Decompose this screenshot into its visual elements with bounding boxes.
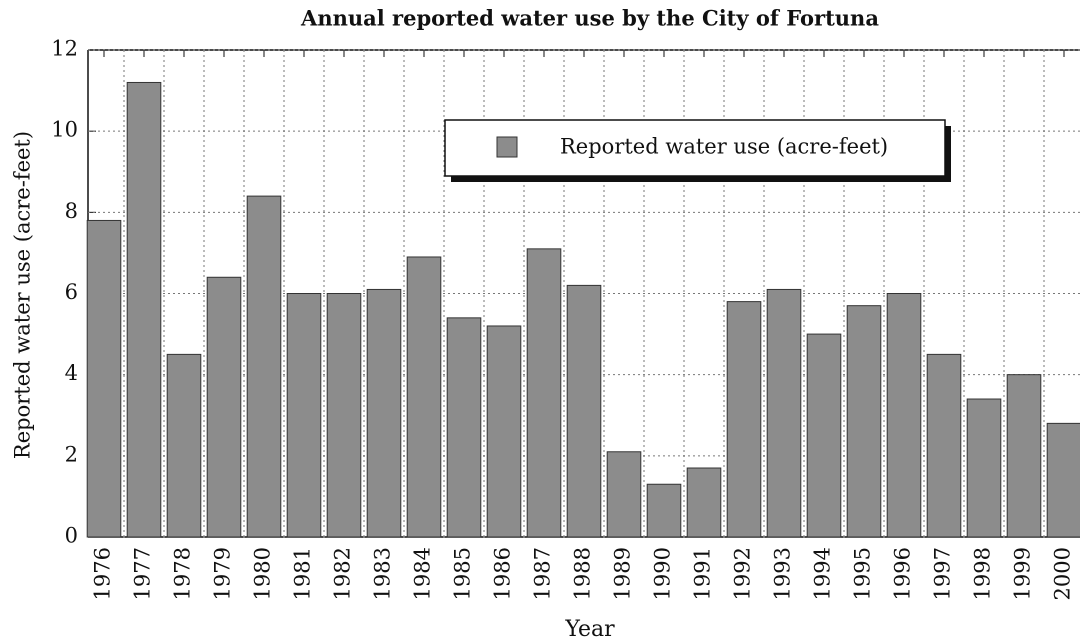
bar [326,293,362,538]
bar [286,293,322,538]
bar [566,284,602,538]
legend-label: Reported water use (acre-feet) [560,135,888,159]
bar [126,81,162,538]
bar [846,305,882,538]
bar [1006,374,1042,538]
y-tick-label: 0 [65,524,78,548]
x-tick-label: 1982 [331,547,355,600]
x-tick-label: 2000 [1051,547,1075,600]
x-tick-label: 1994 [811,547,835,600]
x-tick-label: 1997 [931,547,955,600]
x-tick-label: 1986 [491,547,515,600]
x-tick-label: 1999 [1011,547,1035,600]
bar [366,288,402,538]
bar [406,256,442,538]
bar [606,451,642,538]
legend-box [444,119,946,177]
x-tick-label: 1998 [971,547,995,600]
x-tick-label: 1992 [731,547,755,600]
bar [446,317,482,538]
x-tick-label: 1996 [891,547,915,600]
x-tick-label: 1977 [131,547,155,600]
x-tick-label: 1980 [251,547,275,600]
y-tick-label: 12 [51,37,78,61]
x-tick-label: 1993 [771,547,795,600]
bar [766,288,802,538]
x-tick-label: 1981 [291,547,315,600]
bar [526,248,562,538]
y-axis-label: Reported water use (acre-feet) [11,131,35,459]
x-tick-label: 1991 [691,547,715,600]
bar [966,398,1002,538]
bar [166,353,202,538]
bar [1046,422,1080,538]
x-tick-label: 1978 [171,547,195,600]
bar [246,195,282,538]
y-tick-label: 2 [65,442,78,466]
bar [806,333,842,538]
x-tick-label: 1983 [371,547,395,600]
legend-swatch [496,136,518,158]
chart-title: Annual reported water use by the City of… [300,6,879,31]
x-tick-label: 1984 [411,547,435,600]
bar [686,467,722,538]
bar [886,293,922,538]
x-tick-label: 1976 [91,547,115,600]
bar [646,483,682,538]
legend: Reported water use (acre-feet) [444,119,951,182]
x-tick-label: 1989 [611,547,635,600]
x-tick-label: 1988 [571,547,595,600]
y-tick-label: 6 [65,280,78,304]
x-tick-label: 1995 [851,547,875,600]
bar [86,219,122,538]
y-tick-label: 8 [65,199,78,223]
x-tick-label: 1979 [211,547,235,600]
x-tick-label: 1990 [651,547,675,600]
bar [926,353,962,538]
bar [726,301,762,538]
bar [206,276,242,538]
x-tick-label: 1987 [531,547,555,600]
x-axis-label: Year [564,617,615,642]
y-tick-label: 10 [51,118,78,142]
y-tick-label: 4 [65,361,78,385]
bar [486,325,522,538]
x-tick-label: 1985 [451,547,475,600]
